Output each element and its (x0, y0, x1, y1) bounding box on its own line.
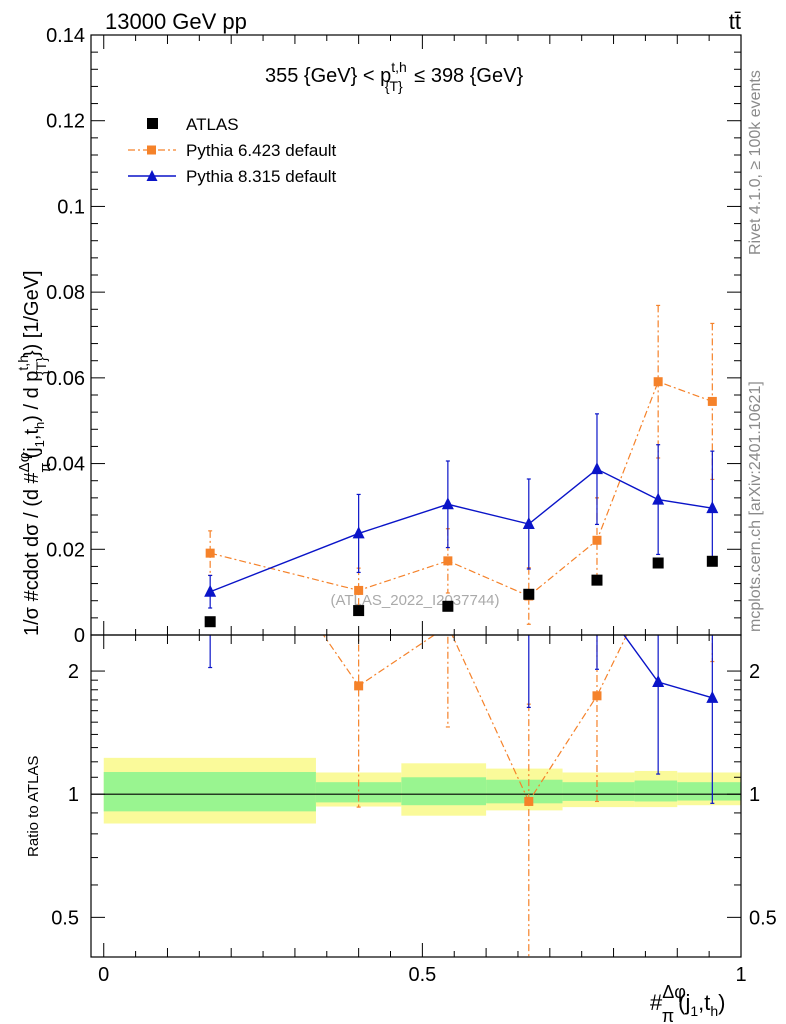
data-point (204, 584, 217, 597)
data-point (206, 467, 215, 476)
main-pythia6-series (205, 304, 717, 625)
data-point (354, 681, 364, 691)
main-atlas-series (204, 555, 718, 628)
uncertainty-band-inner (103, 772, 316, 812)
ratio-y-tick-label: 1 (68, 784, 79, 806)
process-label: tt̄ (729, 9, 741, 34)
ratio-panel: 0.5 0.51 12 2 0 0.5 1 Ratio to ATLAS #Δφ π(j1,… (25, 467, 777, 1024)
y-tick-label: 0 (74, 625, 85, 647)
main-x-ticks (103, 35, 742, 635)
energy-label: 13000 GeV pp (105, 9, 247, 34)
y-tick-label: 0.12 (46, 111, 85, 133)
y-tick-label: 0.04 (46, 454, 85, 476)
y-tick-label: 0.06 (46, 368, 85, 390)
main-y-ticks: 0 0.02 0.04 0.06 0.08 0.1 0.12 0.14 (46, 25, 741, 647)
legend-atlas-label: ATLAS (186, 115, 239, 134)
data-point (707, 396, 717, 406)
data-point (652, 675, 665, 688)
data-point (522, 517, 535, 529)
ratio-y-ticks: 0.5 0.5 1 1 2 2 (51, 661, 777, 929)
data-point (653, 377, 663, 387)
ratio-y-tick-label-right: 2 (749, 661, 760, 683)
ratio-y-tick-label-right: 1 (749, 784, 760, 806)
legend-atlas-marker (147, 118, 158, 129)
ratio-pythia8-series (208, 591, 719, 804)
atlas-data-point (706, 555, 718, 567)
legend: ATLAS Pythia 6.423 default Pythia 8.315 … (128, 115, 337, 186)
y-tick-label: 0.14 (46, 25, 85, 47)
series-line (209, 468, 713, 593)
main-panel: 0 0.02 0.04 0.06 0.08 0.1 0.12 0.14 355 {GeV} <… (15, 25, 742, 647)
legend-pythia8-label: Pythia 8.315 default (186, 167, 337, 186)
ratio-x-ticks: 0 0.5 1 (98, 635, 747, 986)
atlas-data-point (652, 557, 664, 569)
x-tick-label: 0 (98, 964, 109, 986)
uncertainty-band-inner (562, 782, 635, 801)
ratio-y-axis-label: Ratio to ATLAS (25, 756, 42, 857)
legend-pythia8-marker (146, 170, 158, 181)
ratio-y-tick-label: 2 (68, 661, 79, 683)
atlas-data-point (523, 588, 535, 600)
main-pythia8-series (204, 413, 719, 609)
x-tick-label: 1 (735, 964, 746, 986)
ratio-y-tick-label: 0.5 (51, 907, 79, 929)
y-tick-label: 0.02 (46, 539, 85, 561)
data-point (441, 497, 454, 510)
series-line (623, 635, 713, 699)
data-point (590, 462, 603, 475)
data-point (443, 556, 453, 566)
data-point (591, 591, 603, 603)
data-point (706, 690, 719, 703)
main-y-axis-label: 1/σ #cdot dσ / (d #Δφ π(j1,th) / d pt,h {T… (15, 270, 54, 636)
data-point (443, 621, 452, 630)
ratio-uncertainty-bands (103, 757, 741, 824)
atlas-data-point (204, 616, 216, 628)
rivet-version-label: Rivet 4.1.0, ≥ 100k events (747, 70, 764, 255)
uncertainty-band-inner (315, 782, 402, 803)
atlas-data-point (442, 600, 454, 612)
y-tick-label: 0.1 (57, 196, 85, 218)
atlas-data-point (591, 574, 603, 586)
series-line (322, 635, 628, 803)
panel-title: 355 {GeV} < pt,h {T} ≤ 398 {GeV} (265, 59, 523, 94)
x-tick-label: 0.5 (408, 964, 436, 986)
data-point (354, 585, 364, 595)
uncertainty-band-inner (401, 777, 487, 806)
data-point (708, 585, 717, 594)
atlas-data-point (353, 605, 365, 617)
mcplots-credit-label: mcplots.cern.ch [arXiv:2401.10621] (747, 381, 764, 632)
data-point (524, 796, 534, 806)
ratio-frame (90, 634, 742, 958)
y-tick-label: 0.08 (46, 282, 85, 304)
analysis-watermark: (ATLAS_2022_I2037744) (330, 592, 499, 609)
ratio-y-tick-label-right: 0.5 (749, 907, 777, 929)
uncertainty-band-inner (677, 782, 741, 801)
data-point (652, 492, 665, 505)
data-point (706, 501, 719, 514)
data-point (592, 691, 602, 701)
x-axis-label: #Δφ π(j1,th) (650, 982, 726, 1024)
legend-pythia6-marker (147, 145, 156, 155)
ratio-pythia6-series (206, 467, 717, 957)
uncertainty-band-inner (634, 780, 678, 802)
data-point (205, 548, 215, 558)
legend-pythia6-label: Pythia 6.423 default (186, 141, 337, 160)
data-point (352, 526, 365, 539)
data-point (592, 535, 602, 545)
